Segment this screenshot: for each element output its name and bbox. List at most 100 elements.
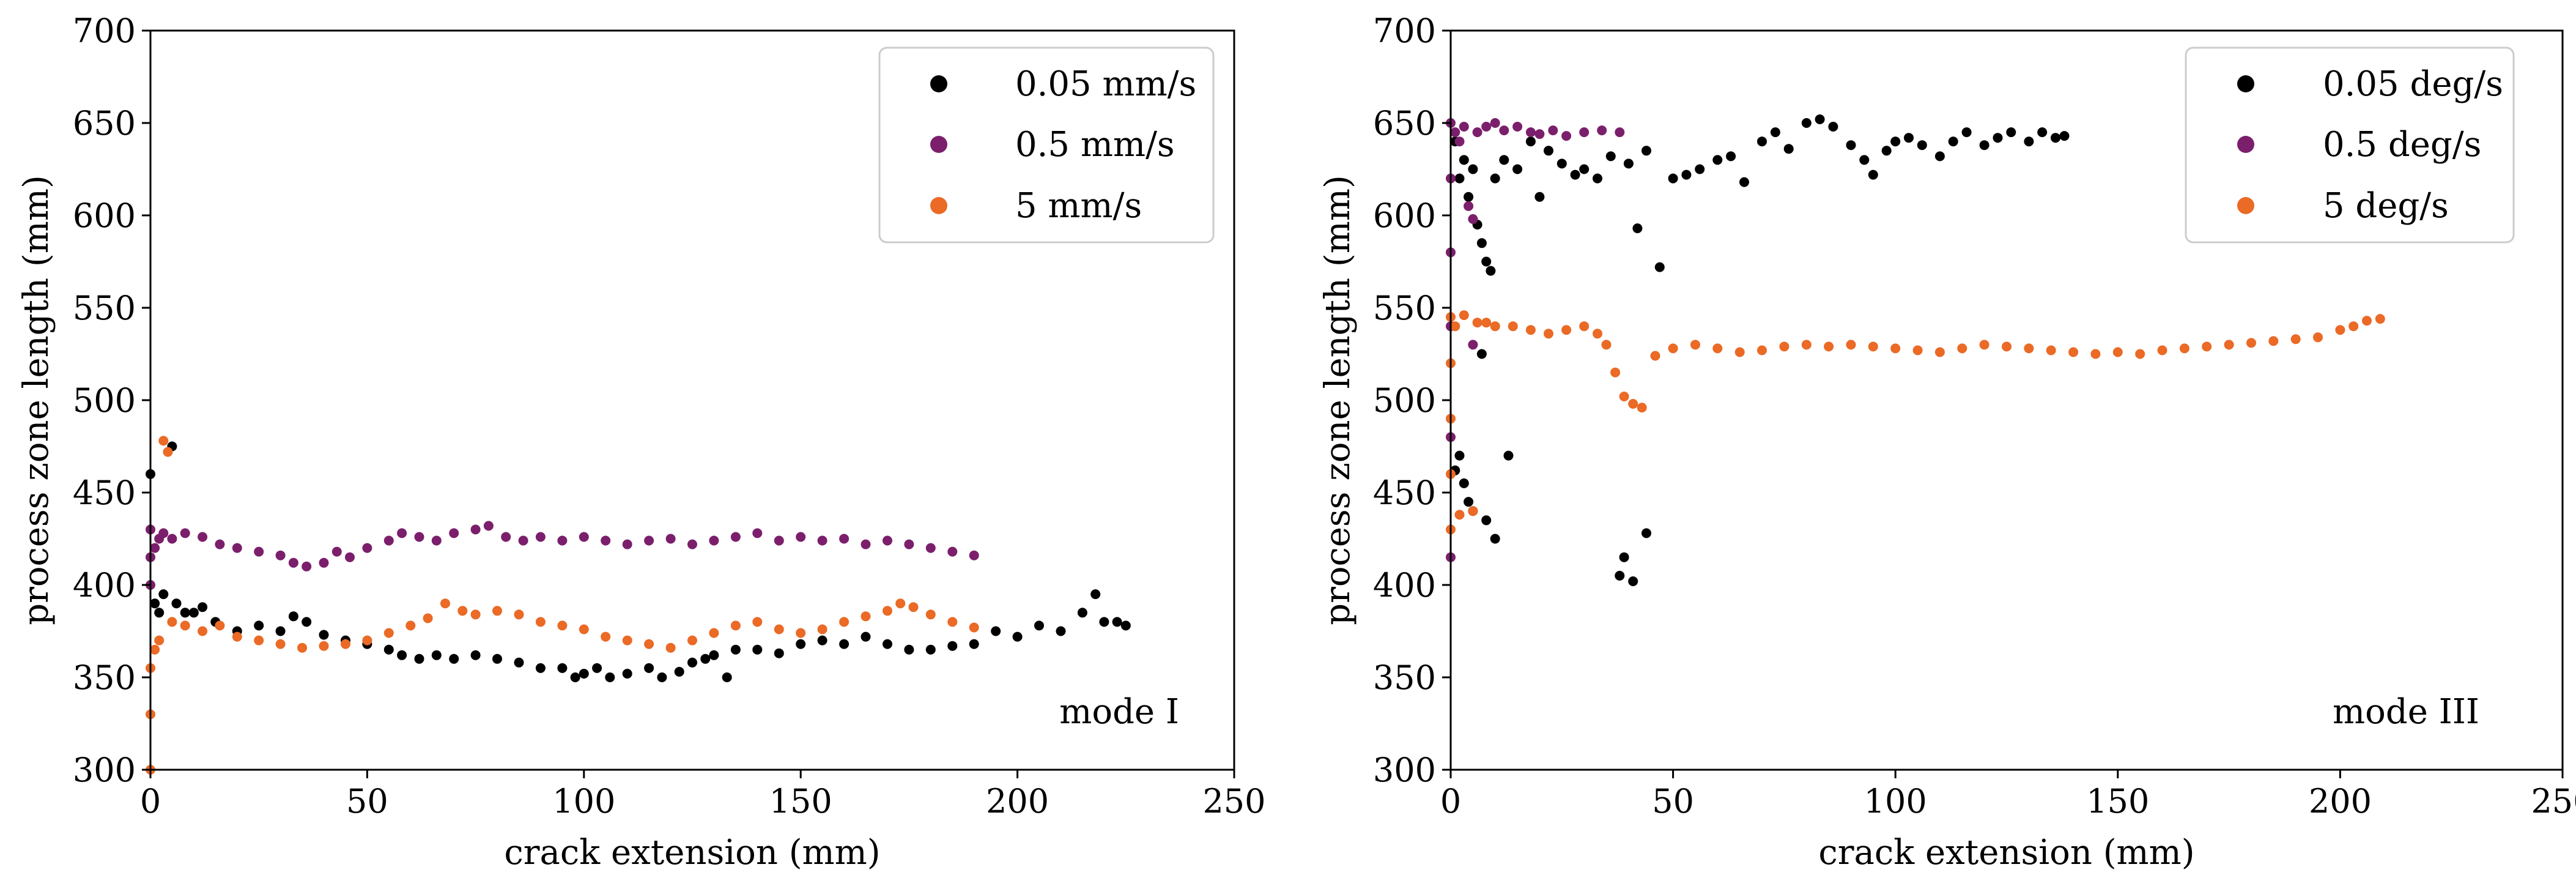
data-point <box>687 657 697 668</box>
data-point <box>492 606 502 616</box>
data-point <box>2157 345 2167 356</box>
data-point <box>2335 325 2345 335</box>
data-point <box>514 657 524 668</box>
data-point <box>2059 131 2070 141</box>
data-point <box>861 611 871 622</box>
data-point <box>1472 127 1482 138</box>
data-point <box>557 620 568 631</box>
data-point <box>1454 510 1465 520</box>
data-point <box>1012 631 1023 642</box>
data-point <box>1468 164 1478 174</box>
legend-item-5-mm-s: 5 mm/s <box>930 186 1142 226</box>
data-point <box>1525 127 1536 138</box>
data-point <box>1757 136 1767 147</box>
data-point <box>1623 158 1634 169</box>
data-point <box>2006 127 2016 138</box>
data-point <box>449 528 459 538</box>
data-point <box>817 635 827 646</box>
data-point <box>1695 164 1705 174</box>
data-point <box>449 653 459 664</box>
data-point <box>687 539 697 549</box>
data-point <box>158 528 169 538</box>
data-point <box>1615 570 1625 581</box>
data-point <box>1668 173 1678 184</box>
legend-item-5-deg-s: 5 deg/s <box>2237 186 2449 226</box>
data-point <box>154 608 165 618</box>
data-point <box>215 620 225 631</box>
data-point <box>397 528 407 538</box>
data-point <box>1534 192 1545 202</box>
y-tick-label: 350 <box>1373 658 1436 697</box>
data-point <box>2246 338 2256 348</box>
y-tick-label: 400 <box>1373 566 1436 605</box>
data-point <box>908 602 919 612</box>
data-point <box>171 598 182 609</box>
data-point <box>592 663 602 673</box>
data-point <box>644 639 654 649</box>
data-point <box>275 626 286 636</box>
legend-item-0-5-deg-s: 0.5 deg/s <box>2237 125 2481 165</box>
data-point <box>752 644 763 655</box>
data-point <box>1948 136 1958 147</box>
data-point <box>1579 127 1590 138</box>
data-point <box>1490 173 1500 184</box>
data-point <box>1499 125 1509 136</box>
data-point <box>1801 118 1812 128</box>
data-point <box>2037 127 2048 138</box>
data-point <box>288 557 298 568</box>
data-point <box>1548 125 1558 136</box>
y-tick-label: 650 <box>1373 104 1436 143</box>
x-tick-label: 150 <box>2086 782 2149 821</box>
data-point <box>198 626 208 636</box>
data-point <box>215 539 225 549</box>
y-tick-label: 300 <box>1373 751 1436 789</box>
data-point <box>501 532 511 542</box>
data-point <box>1593 173 1602 184</box>
data-point <box>514 609 524 620</box>
data-point <box>1632 223 1643 234</box>
data-point <box>341 639 350 649</box>
data-point <box>1512 164 1523 174</box>
data-point <box>947 617 958 627</box>
data-point <box>774 624 784 635</box>
data-point <box>483 521 494 531</box>
data-point <box>518 535 528 546</box>
data-point <box>1757 345 1767 356</box>
x-tick-label: 100 <box>552 782 615 821</box>
data-point <box>1464 201 1474 211</box>
data-point <box>1561 325 1572 335</box>
data-point <box>796 532 806 542</box>
data-point <box>535 663 546 673</box>
axis-ticks: 0 50 100 150 200 250 300 350 400 450 500 550 600 650 7… <box>1373 12 2576 821</box>
data-point <box>1712 343 1723 354</box>
data-point <box>2046 345 2056 356</box>
data-point <box>1712 155 1723 165</box>
data-point <box>1481 256 1492 267</box>
y-tick-label: 500 <box>1373 381 1436 420</box>
data-point <box>1454 136 1465 147</box>
data-point <box>796 639 806 649</box>
data-point <box>535 617 546 627</box>
data-point <box>1579 321 1590 332</box>
data-point <box>883 606 892 616</box>
legend-box <box>2185 47 2515 244</box>
data-point <box>1628 399 1638 409</box>
data-point <box>1890 136 1901 147</box>
data-point <box>644 535 654 546</box>
legend-label: 5 mm/s <box>1015 186 1142 226</box>
data-point <box>2002 341 2012 352</box>
data-point <box>622 635 632 646</box>
data-point <box>198 532 208 542</box>
y-tick-label: 550 <box>1373 289 1436 327</box>
data-point <box>1637 403 1647 413</box>
legend-marker <box>2237 136 2254 153</box>
data-point <box>2068 347 2079 357</box>
y-tick-label: 350 <box>73 658 136 697</box>
data-point <box>1459 122 1469 132</box>
data-point <box>167 617 177 627</box>
data-point <box>1544 146 1553 156</box>
x-tick-label: 50 <box>346 782 388 821</box>
data-point <box>2313 332 2323 343</box>
data-point <box>232 543 242 553</box>
data-point <box>1450 321 1460 332</box>
